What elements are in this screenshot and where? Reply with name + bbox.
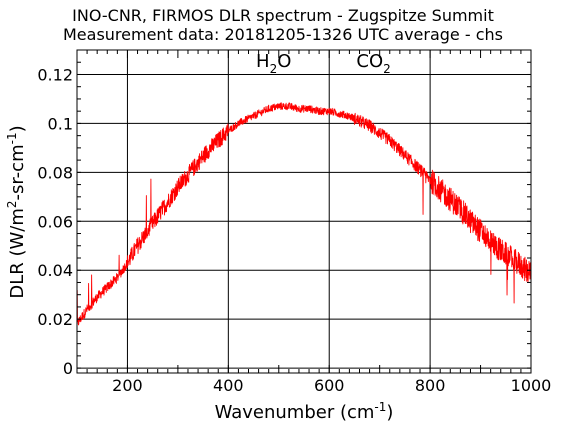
x-tick-label: 800 [415,376,446,395]
x-axis-label: Wavenumber (cm-1) [215,400,394,423]
plot-frame [76,49,532,374]
y-tick-label: 0.02 [37,310,73,329]
x-tick-label: 400 [213,376,244,395]
y-tick-label: 0.12 [37,65,73,84]
y-tick-label: 0.08 [37,163,73,182]
x-tick-label: 1000 [511,376,552,395]
gas-annotation: CO2 [356,51,390,76]
chart-subtitle: Measurement data: 20181205-1326 UTC aver… [63,25,503,44]
y-tick-label: 0.06 [37,212,73,231]
y-axis-label: DLR (W/m2-sr-cm-1) [5,125,28,298]
x-tick-label: 200 [112,376,143,395]
y-tick-label: 0.04 [37,261,73,280]
y-tick-label: 0.1 [48,114,73,133]
y-tick-label: 0 [63,359,73,378]
gas-annotation: H2O [256,51,291,76]
chart-title: INO-CNR, FIRMOS DLR spectrum - Zugspitze… [72,6,494,25]
dlr-spectrum-line [76,102,532,326]
x-tick-label: 600 [314,376,345,395]
